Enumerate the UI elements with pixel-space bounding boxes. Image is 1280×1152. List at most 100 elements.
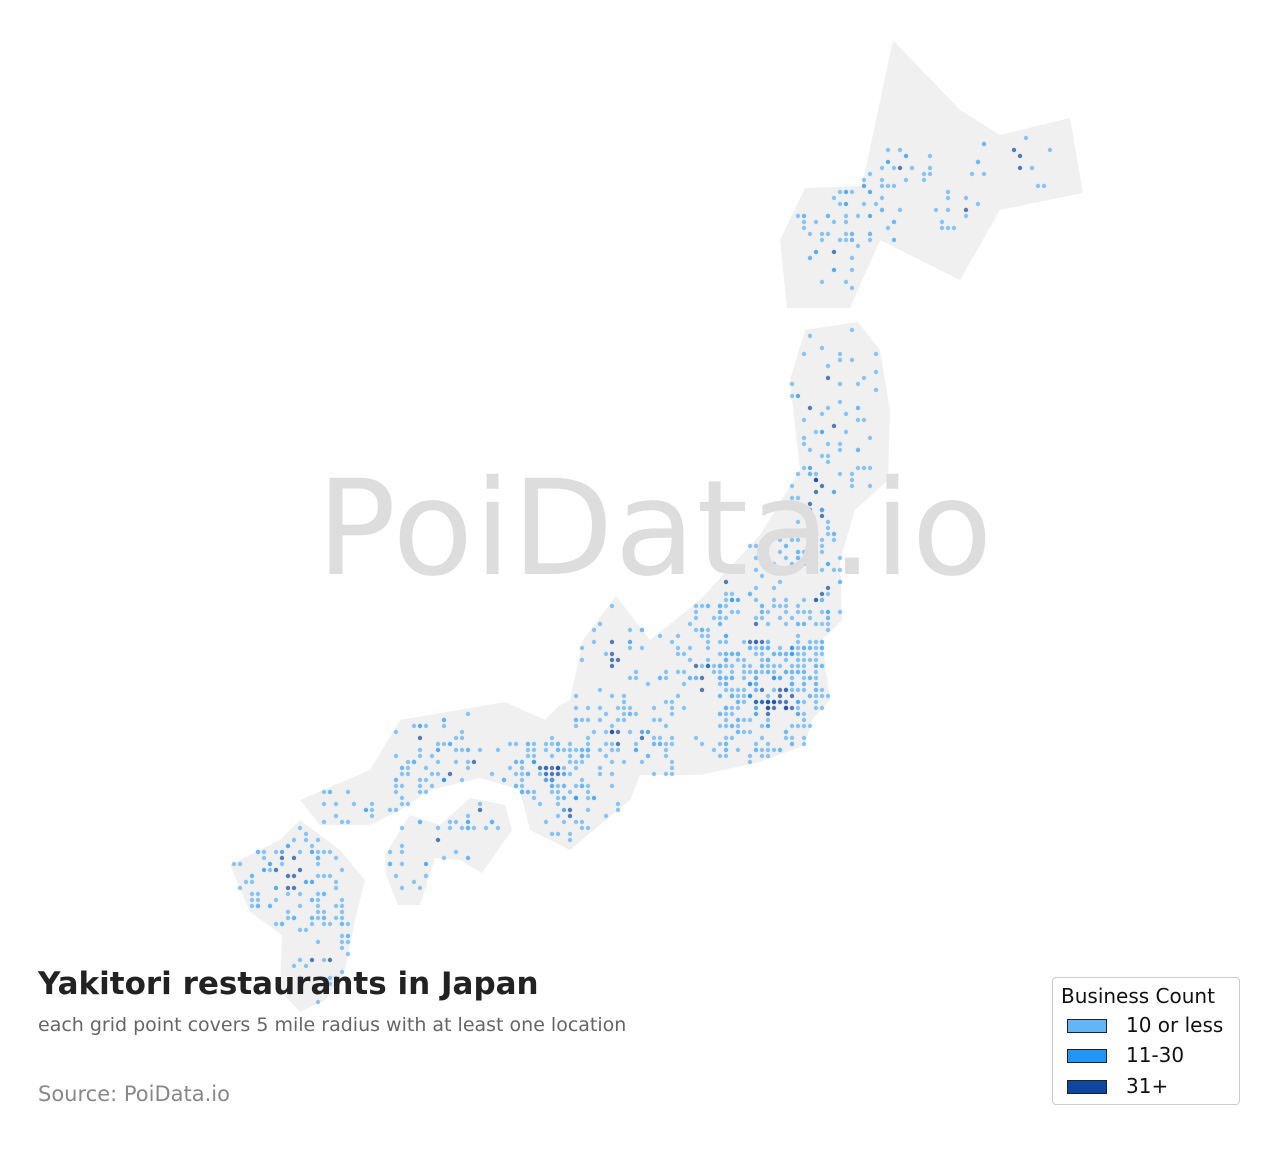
grid-point (927, 153, 933, 159)
grid-point (549, 741, 555, 747)
grid-point (297, 849, 303, 855)
grid-point (531, 789, 537, 795)
grid-point (621, 705, 627, 711)
grid-point (399, 765, 405, 771)
grid-point (441, 723, 447, 729)
grid-point (705, 663, 711, 669)
grid-point (447, 741, 453, 747)
grid-point (477, 801, 483, 807)
grid-point (783, 729, 789, 735)
grid-point (429, 753, 435, 759)
grid-point (795, 645, 801, 651)
grid-point (519, 765, 525, 771)
grid-point (513, 741, 519, 747)
legend-swatch-high (1067, 1080, 1107, 1094)
grid-point (315, 897, 321, 903)
grid-point (795, 555, 801, 561)
grid-point (717, 651, 723, 657)
grid-point (663, 699, 669, 705)
grid-point (567, 813, 573, 819)
grid-point (723, 681, 729, 687)
grid-point (801, 723, 807, 729)
grid-point (315, 849, 321, 855)
grid-point (843, 231, 849, 237)
grid-point (483, 825, 489, 831)
grid-point (423, 765, 429, 771)
grid-point (615, 807, 621, 813)
grid-point (459, 735, 465, 741)
grid-point (819, 543, 825, 549)
grid-point (693, 663, 699, 669)
grid-point (573, 819, 579, 825)
grid-point (735, 609, 741, 615)
grid-point (579, 825, 585, 831)
grid-point (339, 939, 345, 945)
grid-point (741, 639, 747, 645)
grid-point (615, 801, 621, 807)
grid-point (759, 651, 765, 657)
grid-point (741, 657, 747, 663)
grid-point (399, 771, 405, 777)
grid-point (555, 801, 561, 807)
grid-point (441, 777, 447, 783)
grid-point (819, 567, 825, 573)
grid-point (519, 759, 525, 765)
grid-point (729, 687, 735, 693)
grid-point (801, 687, 807, 693)
grid-point (783, 621, 789, 627)
grid-point (789, 675, 795, 681)
grid-point (831, 567, 837, 573)
grid-point (321, 873, 327, 879)
grid-point (837, 609, 843, 615)
grid-point (807, 657, 813, 663)
grid-point (465, 855, 471, 861)
grid-point (663, 675, 669, 681)
grid-point (549, 783, 555, 789)
grid-point (747, 753, 753, 759)
grid-point (453, 849, 459, 855)
grid-point (315, 861, 321, 867)
grid-point (579, 783, 585, 789)
grid-point (813, 489, 819, 495)
grid-point (555, 771, 561, 777)
grid-point (549, 831, 555, 837)
grid-point (411, 879, 417, 885)
grid-point (879, 195, 885, 201)
grid-point (297, 987, 303, 993)
grid-point (759, 747, 765, 753)
grid-point (249, 891, 255, 897)
grid-point (525, 753, 531, 759)
grid-point (939, 225, 945, 231)
grid-point (717, 615, 723, 621)
grid-point (783, 603, 789, 609)
grid-point (429, 771, 435, 777)
grid-point (429, 783, 435, 789)
grid-point (861, 375, 867, 381)
grid-point (417, 777, 423, 783)
grid-point (1041, 183, 1047, 189)
grid-point (819, 507, 825, 513)
grid-point (747, 663, 753, 669)
grid-point (819, 237, 825, 243)
grid-point (705, 603, 711, 609)
grid-point (747, 759, 753, 765)
grid-point (489, 819, 495, 825)
grid-point (447, 819, 453, 825)
grid-point (393, 807, 399, 813)
grid-point (567, 807, 573, 813)
grid-point (633, 675, 639, 681)
grid-point (579, 819, 585, 825)
grid-point (753, 669, 759, 675)
grid-point (765, 555, 771, 561)
grid-point (669, 699, 675, 705)
grid-point (837, 201, 843, 207)
grid-point (753, 585, 759, 591)
grid-point (651, 717, 657, 723)
grid-point (849, 189, 855, 195)
grid-point (609, 759, 615, 765)
grid-point (561, 765, 567, 771)
grid-point (855, 465, 861, 471)
grid-point (819, 693, 825, 699)
grid-point (921, 171, 927, 177)
grid-point (759, 699, 765, 705)
